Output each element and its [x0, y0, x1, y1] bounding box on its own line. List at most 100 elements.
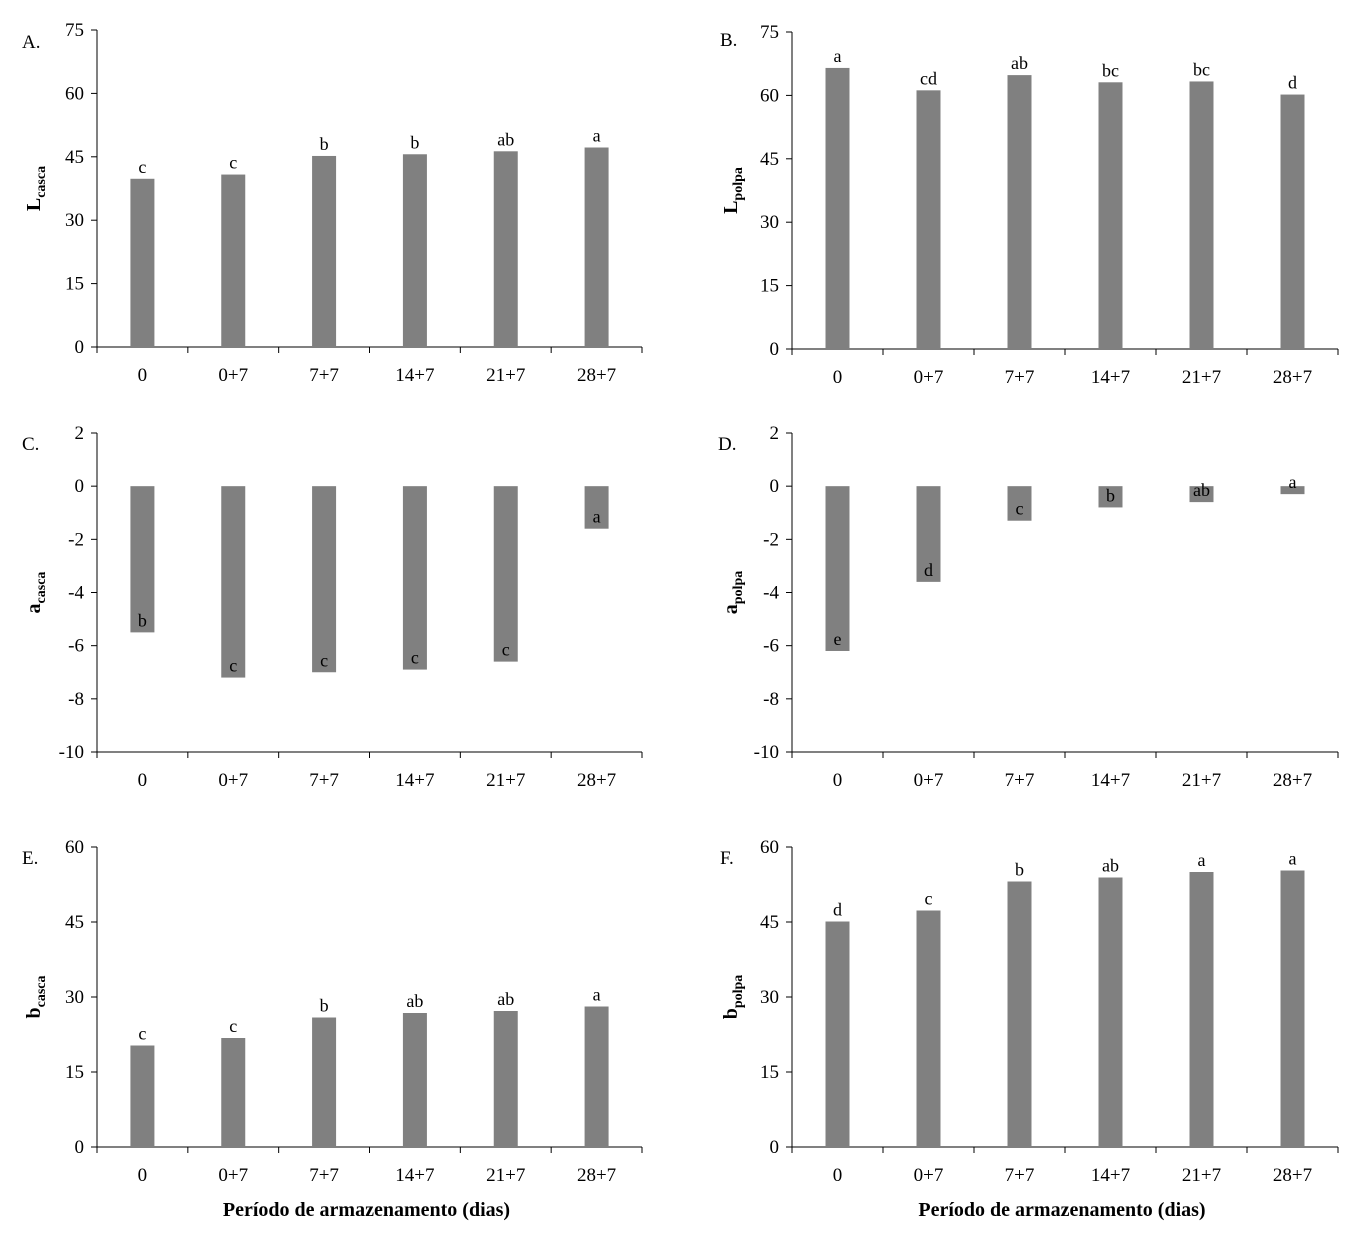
bar — [130, 178, 155, 347]
x-tick-label: 28+7 — [1273, 770, 1312, 791]
bar — [1280, 94, 1305, 350]
x-tick-label: 14+7 — [395, 365, 434, 386]
y-tick-label: 45 — [65, 147, 84, 168]
bar — [1189, 486, 1214, 503]
y-tick-label: 15 — [760, 276, 779, 297]
x-tick-label: 21+7 — [1182, 770, 1221, 791]
x-tick-label: 14+7 — [1091, 1165, 1130, 1186]
bar — [312, 155, 337, 347]
bar — [402, 1013, 427, 1147]
y-axis-label-subscript: polpa — [731, 975, 746, 1008]
bar — [825, 486, 850, 651]
significance-letter: a — [593, 126, 601, 146]
significance-letter: ab — [406, 991, 423, 1011]
y-axis-label: acasca — [23, 572, 49, 614]
bar — [916, 486, 941, 582]
y-axis-label-subscript: casca — [34, 572, 49, 604]
x-tick-label: 14+7 — [1091, 770, 1130, 791]
bar — [1007, 881, 1032, 1147]
y-axis-label-main: a — [720, 604, 742, 614]
bar — [1280, 486, 1305, 495]
y-tick-label: -4 — [68, 583, 84, 604]
y-tick-label: 0 — [770, 476, 780, 497]
x-tick-label: 14+7 — [395, 770, 434, 791]
significance-letter: ab — [497, 129, 514, 149]
bar — [1098, 486, 1123, 508]
y-tick-label: 30 — [65, 987, 84, 1008]
x-tick-label: 14+7 — [395, 1165, 434, 1186]
y-tick-label: -4 — [763, 583, 779, 604]
panel-label: A. — [22, 32, 40, 53]
significance-letter: a — [1198, 850, 1206, 870]
significance-letter: c — [229, 1016, 237, 1036]
significance-letter: ab — [497, 989, 514, 1009]
y-axis-label-main: L — [23, 198, 45, 211]
x-tick-label: 7+7 — [309, 1165, 339, 1186]
y-axis-label-subscript: casca — [34, 975, 49, 1007]
x-tick-label: 0+7 — [914, 1165, 944, 1186]
y-tick-label: -10 — [754, 742, 779, 763]
x-tick-label: 14+7 — [1091, 367, 1130, 388]
y-tick-label: -2 — [68, 529, 84, 550]
x-tick-label: 0+7 — [914, 367, 944, 388]
y-tick-label: -6 — [68, 636, 84, 657]
bar — [916, 90, 941, 349]
panel-label: E. — [22, 848, 38, 869]
y-axis-label: bpolpa — [720, 975, 746, 1020]
bar — [402, 486, 427, 670]
x-tick-label: 21+7 — [486, 365, 525, 386]
y-tick-label: 75 — [65, 20, 84, 41]
x-tick-label: 21+7 — [486, 1165, 525, 1186]
y-axis-label-main: b — [720, 1008, 742, 1019]
y-axis-label: Lcasca — [23, 166, 49, 211]
significance-letter: b — [1015, 860, 1024, 880]
bar — [221, 1038, 246, 1147]
significance-letter: c — [229, 153, 237, 173]
bar — [312, 1017, 337, 1147]
y-tick-label: 75 — [760, 22, 779, 43]
significance-letter: b — [410, 132, 419, 152]
y-axis-label-subscript: casca — [34, 166, 49, 198]
x-axis-title: Período de armazenamento (dias) — [918, 1199, 1205, 1221]
x-axis-title: Período de armazenamento (dias) — [223, 1199, 510, 1221]
x-tick-label: 0+7 — [218, 770, 248, 791]
y-tick-label: 15 — [65, 1062, 84, 1083]
significance-letter: a — [1289, 849, 1297, 869]
bar — [1007, 486, 1032, 521]
y-axis-label-main: L — [720, 201, 742, 214]
significance-letter: a — [1289, 472, 1297, 492]
significance-letter: cd — [920, 68, 937, 88]
significance-letter: c — [502, 640, 510, 660]
y-tick-label: -6 — [763, 636, 779, 657]
y-tick-label: 0 — [770, 1137, 780, 1158]
bar — [130, 486, 155, 633]
y-tick-label: 45 — [760, 149, 779, 170]
x-tick-label: 0 — [138, 365, 148, 386]
significance-letter: bc — [1102, 60, 1119, 80]
bar — [825, 67, 850, 349]
y-tick-label: 45 — [65, 912, 84, 933]
y-axis-label-subscript: polpa — [731, 571, 746, 604]
x-tick-label: 21+7 — [1182, 1165, 1221, 1186]
significance-letter: ab — [1102, 856, 1119, 876]
y-tick-label: 60 — [760, 837, 779, 858]
x-tick-label: 0 — [138, 770, 148, 791]
significance-letter: c — [411, 648, 419, 668]
y-tick-label: -2 — [763, 529, 779, 550]
bar — [1098, 877, 1123, 1147]
x-tick-label: 0+7 — [218, 1165, 248, 1186]
significance-letter: c — [138, 1024, 146, 1044]
significance-letter: a — [593, 507, 601, 527]
y-axis-label-main: b — [23, 1007, 45, 1018]
significance-letter: a — [834, 46, 842, 66]
y-axis-label: apolpa — [720, 571, 746, 614]
y-tick-label: 45 — [760, 912, 779, 933]
bar — [1007, 75, 1032, 349]
x-tick-label: 0+7 — [218, 365, 248, 386]
y-tick-label: 0 — [770, 339, 780, 360]
x-tick-label: 7+7 — [1005, 770, 1035, 791]
significance-letter: b — [320, 134, 329, 154]
x-tick-label: 28+7 — [1273, 367, 1312, 388]
x-tick-label: 0+7 — [914, 770, 944, 791]
bar — [1098, 82, 1123, 349]
